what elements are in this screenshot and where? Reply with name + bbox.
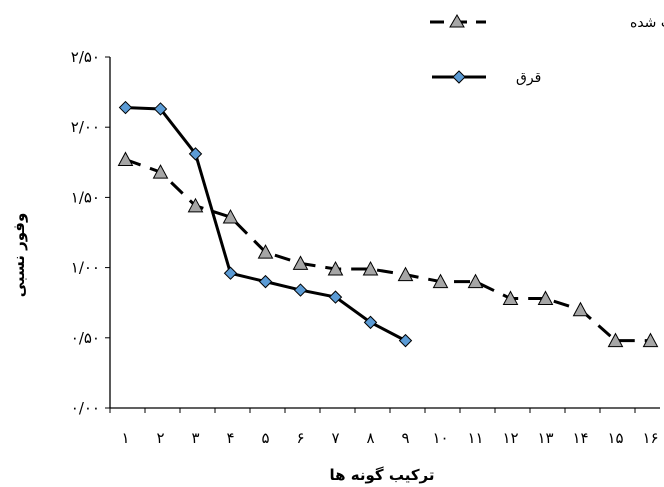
diamond-data-point [328,290,343,304]
triangle-data-point [222,209,239,224]
y-tick-label: ۲/۵۰ [71,48,100,66]
y-axis-title: وفور نسبی [10,213,28,298]
legend-item-exclosure: قرق [432,70,541,86]
legend-label-managed-grazing: چرای مدیریت شده [630,15,664,31]
x-tick-label: ۱ [121,429,129,447]
legend-item-managed-grazing: چرای مدیریت شده [430,14,664,31]
y-tick-label: ۰/۰۰ [71,399,100,417]
x-tick-labels: ۱ ۲ ۳ ۴ ۵ ۶ ۷ ۸ ۹ ۱۰ ۱۱ ۱۲ ۱۳ ۱۴ ۱۵ ۱۶ [121,429,658,447]
y-tick-label: ۲/۰۰ [71,118,100,136]
triangle-data-point [362,260,379,276]
x-tick-label: ۶ [296,429,304,447]
triangle-data-point [292,255,309,270]
x-tick-label: ۱۶ [642,429,658,447]
triangle-data-point [537,290,554,305]
diamond-data-point [293,283,308,297]
y-tick-label: ۱/۰۰ [71,259,100,277]
diamond-data-point [118,100,133,115]
x-tick-label: ۳ [191,429,199,447]
x-tick-label: ۱۳ [537,429,553,447]
triangle-data-point [642,332,659,348]
y-tick-label: ۱/۵۰ [71,188,100,206]
triangle-data-point [572,301,589,317]
y-tick-labels: ۰/۰۰ ۰/۵۰ ۱/۰۰ ۱/۵۰ ۲/۰۰ ۲/۵۰ [71,48,100,417]
series-layer [117,100,659,348]
diamond-data-point [153,102,168,116]
x-axis-title: ترکیب گونه ها [329,466,434,484]
legend-label-exclosure: قرق [516,70,541,86]
exclosure-line [125,106,407,342]
legend: چرای مدیریت شده قرق [430,14,664,86]
x-tick-label: ۴ [226,429,234,447]
diamond-data-point [398,333,413,348]
triangle-data-point [152,164,169,179]
x-tick-label: ۱۵ [607,429,623,447]
axes [105,56,660,413]
x-tick-label: ۹ [401,429,409,447]
triangle-data-point [467,273,484,289]
x-tick-label: ۷ [331,429,339,447]
x-tick-label: ۱۱ [467,429,483,447]
diamond-data-point [223,266,238,280]
x-tick-label: ۱۲ [502,429,518,447]
diamond-data-point [258,274,273,289]
x-tick-label: ۵ [261,429,269,447]
x-tick-label: ۲ [156,429,164,447]
diamond-data-point [188,147,203,161]
x-tick-label: ۱۰ [432,429,448,447]
x-tick-label: ۱۴ [572,429,588,447]
triangle-data-point [502,290,519,305]
triangle-data-point [607,332,624,348]
legend-triangle-marker-icon [449,14,465,28]
triangle-data-point [432,273,449,289]
y-tick-label: ۰/۵۰ [71,329,100,347]
diamond-data-point [363,315,378,330]
x-tick-label: ۸ [366,429,374,447]
triangle-data-point [257,244,274,259]
triangle-data-point [327,260,344,276]
legend-diamond-marker-icon [452,70,466,84]
triangle-data-point [397,266,414,282]
triangle-data-point [187,197,204,213]
triangle-data-point [117,151,134,166]
